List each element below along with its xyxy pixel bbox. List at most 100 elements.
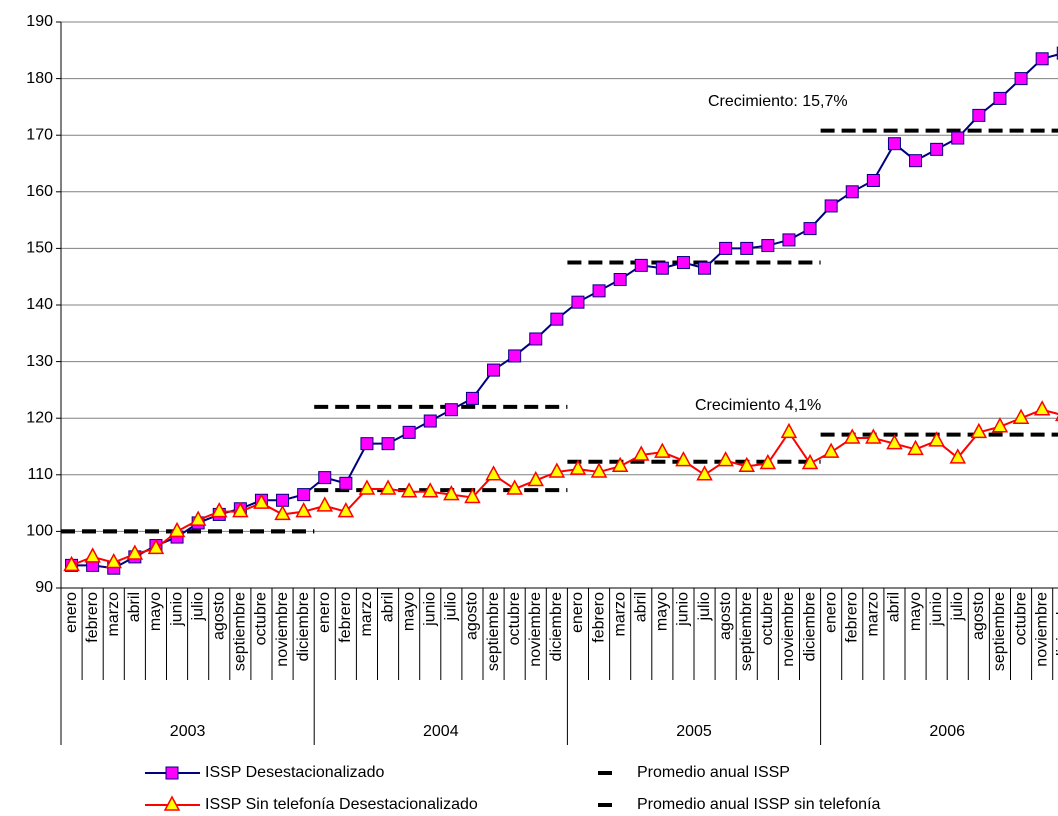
x-tick-label: junio	[928, 592, 945, 627]
x-tick-label: julio	[443, 592, 460, 622]
legend-label: ISSP Desestacionalizado	[205, 764, 384, 781]
point-marker	[991, 417, 1009, 433]
point-marker	[843, 428, 861, 444]
point-marker	[845, 185, 859, 199]
point-marker	[63, 555, 80, 572]
y-tick-label: 110	[27, 466, 53, 483]
x-tick-label: marzo	[865, 592, 882, 637]
point-marker	[611, 456, 629, 473]
x-tick-label: diciembre	[1054, 592, 1058, 661]
point-marker	[318, 471, 332, 485]
point-marker	[740, 241, 754, 255]
point-marker	[822, 442, 840, 458]
point-marker	[423, 414, 437, 428]
x-tick-label: abril	[886, 592, 903, 622]
x-tick-label: octubre	[253, 592, 270, 645]
x-tick-label: enero	[822, 592, 839, 633]
point-marker	[381, 437, 395, 451]
x-tick-label: agosto	[970, 592, 987, 640]
point-marker	[402, 425, 416, 439]
x-tick-label: septiembre	[991, 592, 1008, 671]
x-tick-label: julio	[949, 592, 966, 622]
year-label: 2004	[423, 723, 459, 740]
point-marker	[337, 502, 355, 518]
legend-label: ISSP Sin telefonía Desestacionalizado	[205, 796, 478, 813]
point-marker	[613, 273, 627, 287]
y-tick-label: 190	[26, 13, 53, 30]
x-tick-label: abril	[126, 592, 143, 622]
point-marker	[400, 482, 418, 498]
point-marker	[168, 521, 186, 538]
x-tick-label: noviembre	[527, 592, 544, 667]
point-marker	[696, 465, 713, 481]
x-tick-label: julio	[696, 592, 713, 622]
x-tick-label: septiembre	[232, 592, 249, 671]
x-tick-label: diciembre	[801, 592, 818, 661]
point-marker	[506, 479, 523, 495]
x-tick-label: junio	[675, 592, 692, 627]
legend-label: Promedio anual ISSP sin telefonía	[637, 796, 881, 813]
x-tick-label: marzo	[358, 592, 375, 637]
year-label: 2005	[676, 723, 712, 740]
x-tick-label: diciembre	[548, 592, 565, 661]
point-marker	[421, 482, 439, 498]
point-marker	[444, 403, 458, 417]
x-tick-label: febrero	[843, 592, 860, 643]
y-tick-label: 160	[26, 183, 53, 200]
x-tick-label: mayo	[147, 592, 164, 631]
y-tick-label: 180	[26, 70, 53, 87]
point-marker	[358, 479, 376, 495]
point-marker	[571, 295, 585, 309]
x-tick-label: enero	[63, 592, 80, 633]
point-marker	[719, 241, 733, 255]
y-tick-label: 170	[26, 126, 53, 143]
point-marker	[780, 422, 798, 439]
x-tick-label: septiembre	[485, 592, 502, 671]
x-tick-label: mayo	[907, 592, 924, 631]
point-marker	[865, 428, 882, 444]
point-marker	[949, 448, 967, 464]
x-tick-label: abril	[632, 592, 649, 622]
point-marker	[759, 453, 777, 470]
point-marker	[886, 434, 903, 450]
point-marker	[590, 462, 608, 478]
x-tick-label: marzo	[105, 592, 122, 637]
point-marker	[761, 239, 775, 253]
x-tick-label: noviembre	[780, 592, 797, 667]
point-marker	[907, 439, 924, 456]
x-tick-label: agosto	[210, 592, 227, 640]
x-tick-label: septiembre	[738, 592, 755, 671]
point-marker	[928, 431, 945, 447]
point-marker	[782, 233, 796, 247]
point-marker	[126, 544, 144, 560]
point-marker	[527, 470, 545, 487]
x-tick-label: marzo	[611, 592, 628, 637]
legend-label: Promedio anual ISSP	[637, 764, 790, 781]
x-tick-label: octubre	[506, 592, 523, 645]
point-marker	[993, 91, 1007, 105]
annotation: Crecimiento 4,1%	[695, 397, 821, 414]
y-tick-label: 150	[26, 240, 53, 257]
legend-marker	[163, 795, 181, 811]
y-tick-label: 90	[35, 579, 53, 596]
point-marker	[632, 445, 650, 461]
y-tick-label: 140	[26, 296, 53, 313]
point-marker	[465, 391, 479, 405]
x-tick-label: julio	[189, 592, 206, 622]
x-tick-label: mayo	[400, 592, 417, 631]
point-marker	[253, 493, 270, 509]
point-marker	[232, 502, 249, 518]
point-marker	[295, 502, 312, 518]
point-marker	[970, 422, 988, 439]
x-tick-label: noviembre	[1033, 592, 1050, 667]
point-marker	[464, 487, 481, 504]
point-marker	[698, 261, 712, 275]
legend-marker	[165, 766, 179, 780]
point-marker	[824, 199, 838, 213]
point-marker	[316, 496, 334, 512]
point-marker	[717, 451, 734, 467]
point-marker	[738, 456, 756, 473]
x-tick-label: enero	[569, 592, 586, 633]
point-marker	[297, 488, 311, 502]
